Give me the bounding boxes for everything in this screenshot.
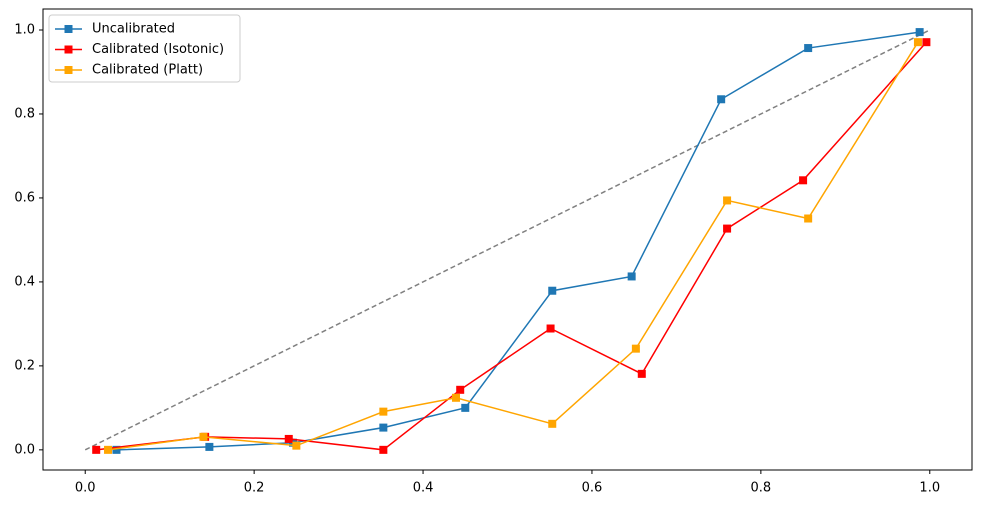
legend-marker [64, 45, 73, 54]
y-tick-label: 0.2 [14, 358, 35, 373]
marker [379, 445, 388, 454]
plot-frame [42, 8, 973, 471]
series-line [116, 31, 920, 451]
marker [379, 407, 388, 416]
marker [205, 442, 214, 451]
marker [631, 344, 640, 353]
marker [199, 432, 208, 441]
marker [915, 28, 924, 37]
y-tick-label: 0.6 [14, 190, 35, 205]
marker [292, 441, 301, 450]
x-tick-label: 0.2 [244, 481, 265, 496]
y-tick-label: 0.8 [14, 106, 35, 121]
legend-label: Calibrated (Platt) [92, 63, 203, 78]
marker [723, 196, 732, 205]
x-tick-label: 0.4 [413, 481, 434, 496]
marker [723, 224, 732, 233]
marker [717, 95, 726, 104]
x-tick-label: 1.0 [919, 481, 940, 496]
legend-box [48, 14, 241, 83]
marker [92, 445, 101, 454]
marker [451, 393, 460, 402]
marker [804, 214, 813, 223]
marker [548, 419, 557, 428]
legend-label: Calibrated (Isotonic) [92, 42, 224, 57]
x-tick-label: 0.6 [582, 481, 603, 496]
series-line [107, 41, 919, 451]
legend-label: Uncalibrated [92, 22, 175, 37]
marker [456, 385, 465, 394]
legend-marker [64, 25, 73, 33]
marker [548, 286, 557, 295]
marker [379, 423, 388, 432]
marker [637, 369, 646, 378]
marker [913, 38, 922, 47]
reference-line [84, 29, 931, 451]
marker [461, 403, 470, 412]
marker [799, 176, 808, 185]
y-tick-label: 0.4 [14, 274, 35, 289]
x-tick-label: 0.8 [751, 481, 772, 496]
marker [804, 44, 813, 53]
x-tick-label: 0.0 [75, 481, 96, 496]
marker [112, 445, 121, 454]
marker [627, 272, 636, 281]
series-line [96, 41, 927, 451]
y-tick-label: 1.0 [14, 22, 35, 37]
marker [922, 38, 931, 47]
marker [104, 445, 113, 454]
y-tick-label: 0.0 [14, 442, 35, 457]
marker [546, 324, 555, 333]
legend-marker [64, 66, 73, 74]
marker [284, 434, 293, 443]
